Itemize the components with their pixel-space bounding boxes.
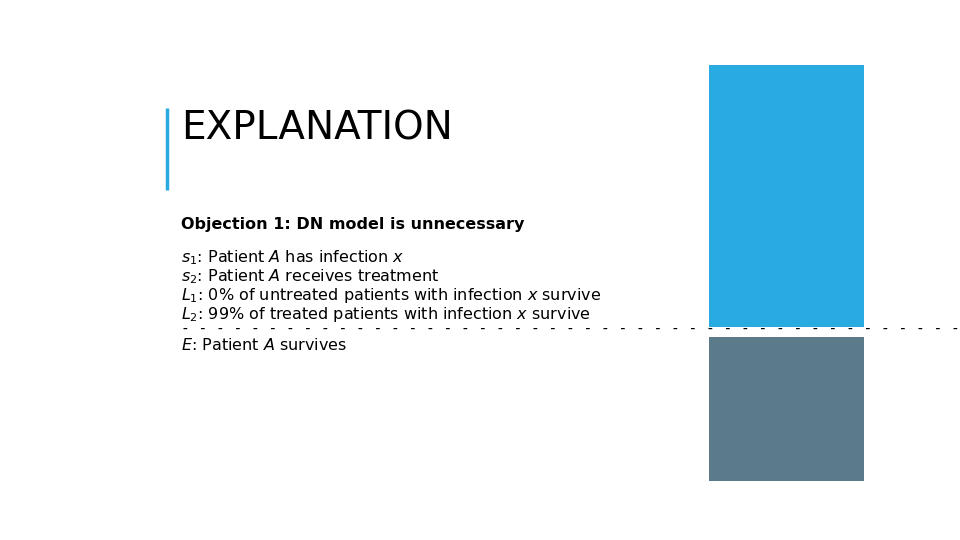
Text: EXPLANATION: EXPLANATION <box>181 110 453 148</box>
Bar <box>709 65 864 327</box>
Text: $L_2$: 99% of treated patients with infection $x$ survive: $L_2$: 99% of treated patients with infe… <box>181 305 591 324</box>
Text: - - - - - - - - - - - - - - - - - - - - - - - - - - - - - - - - - - - - - - - - : - - - - - - - - - - - - - - - - - - - - … <box>181 321 960 336</box>
Text: $s_2$: Patient $A$ receives treatment: $s_2$: Patient $A$ receives treatment <box>181 267 440 286</box>
Text: $L_1$: 0% of untreated patients with infection $x$ survive: $L_1$: 0% of untreated patients with inf… <box>181 286 601 305</box>
Text: $E$: Patient $A$ survives: $E$: Patient $A$ survives <box>181 338 347 354</box>
Text: $s_1$: Patient $A$ has infection $x$: $s_1$: Patient $A$ has infection $x$ <box>181 249 404 267</box>
Text: Objection 1: DN model is unnecessary: Objection 1: DN model is unnecessary <box>181 218 524 232</box>
Bar <box>709 337 864 481</box>
